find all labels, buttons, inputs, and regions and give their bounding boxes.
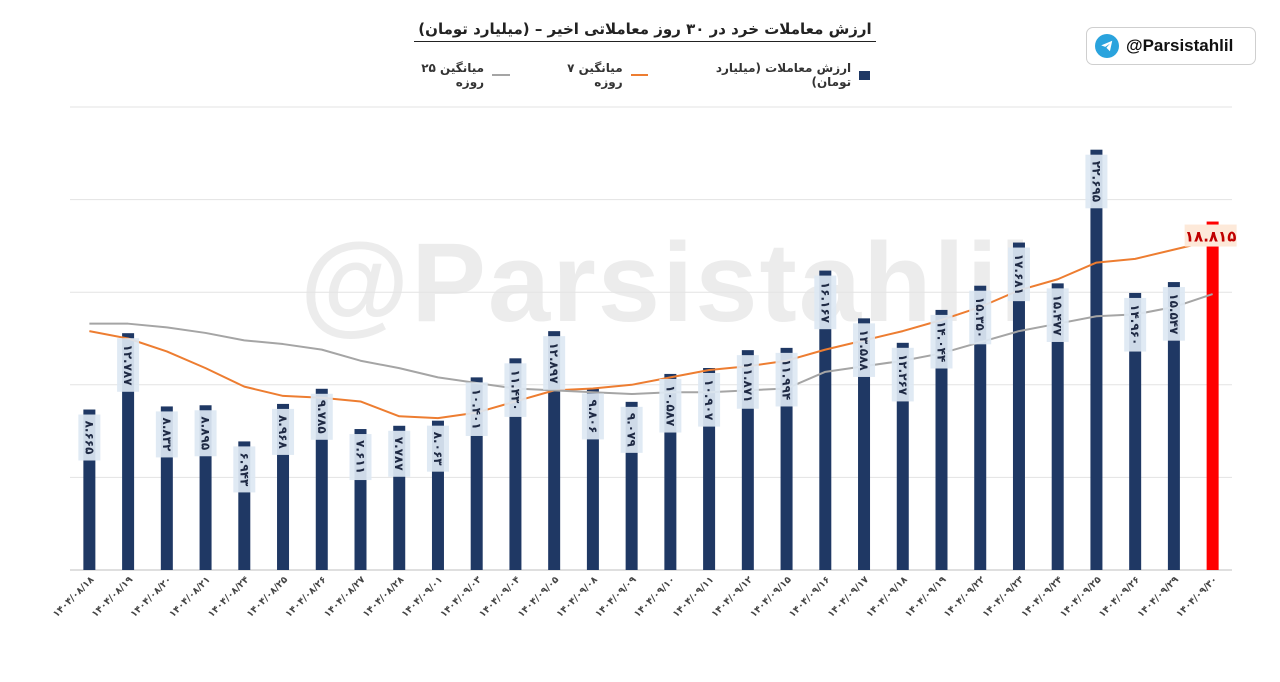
bar [1129,292,1142,570]
data-label: ۱۸.۸۱۵ [1185,228,1236,246]
data-label: ۱۶.۱۶۷ [818,282,832,324]
legend-swatch-ma25 [492,74,510,76]
bar [1090,149,1103,570]
data-label: ۷.۷۸۷ [392,437,406,472]
data-label: ۱۴.۰۴۴ [935,321,949,362]
data-label-box [465,382,488,436]
data-label-box [891,347,914,402]
data-label: ۱۵.۳۵۰ [973,297,987,338]
data-label: ۱۵.۵۴۷ [1167,293,1181,335]
data-label: ۱۱.۸۷۱ [741,361,755,402]
data-label: ۱۱.۴۳۰ [508,370,522,411]
data-label-box [620,406,643,453]
channel-badge[interactable]: @Parsistahlil [1086,27,1256,65]
legend-swatch-ma7 [630,74,649,76]
bar [1012,242,1025,570]
x-tick-label: ۱۴۰۴/۰۹/۳۰ [1174,574,1219,619]
data-label: ۱۱.۹۹۴ [780,359,794,400]
data-label: ۱۷.۶۸۱ [1012,254,1026,295]
data-label-box [543,336,566,390]
data-label: ۱۴.۹۶۰ [1128,304,1142,345]
data-label: ۹.۷۸۵ [315,400,329,434]
data-label: ۸.۸۹۵ [199,416,213,450]
bar [1051,283,1064,570]
data-label-box [930,314,953,369]
data-label: ۹.۸۰۶ [586,399,600,433]
data-label: ۸.۶۶۵ [82,421,96,455]
data-label-box [1184,224,1237,247]
data-label-box [504,363,527,417]
data-label: ۱۳.۵۸۸ [857,330,871,372]
bar [1167,282,1180,570]
data-label-box [1124,297,1147,352]
legend-entry-ma25: میانگین ۲۵ روزه [390,61,510,89]
data-label: ۷.۶۱۱ [354,440,368,474]
bar [858,318,871,570]
chart-title: ارزش معاملات خرد در ۳۰ روز معاملاتی اخیر… [0,20,1280,42]
data-label-box [155,411,178,458]
data-label-box [78,414,101,461]
data-label-box [814,275,837,330]
data-label-box [272,408,295,455]
data-label-box [233,446,256,493]
data-label: ۱۲.۲۶۷ [896,354,910,396]
data-label: ۸.۹۶۸ [276,415,290,450]
data-label-box [775,352,798,407]
data-label: ۲۲.۶۹۵ [1089,161,1103,202]
data-label: ۹.۰۷۹ [625,413,639,448]
data-label-box [736,355,759,409]
legend-label-trade-value: ارزش معاملات (میلیارد تومان) [715,61,852,89]
data-label-box [1007,247,1030,302]
legend-entry-trade-value: ارزش معاملات (میلیارد تومان) [674,61,870,89]
data-label-box [581,393,604,440]
data-label-box [853,323,876,377]
data-label-box [310,393,333,440]
data-label: ۶.۹۴۳ [237,452,251,487]
legend-entry-ma7: میانگین ۷ روزه [536,61,649,89]
bar [935,309,948,570]
data-label: ۱۰.۹۰۷ [702,379,716,421]
bar [819,270,832,570]
bar [974,285,987,570]
legend-label-ma25: میانگین ۲۵ روزه [421,61,485,89]
legend-label-ma7: میانگین ۷ روزه [567,61,623,89]
data-label-box [194,410,217,457]
telegram-icon [1095,34,1119,58]
series-line-ma7 [89,239,1213,420]
data-label: ۱۵.۴۷۷ [1051,295,1065,337]
channel-handle: @Parsistahlil [1126,36,1234,55]
data-label-box [349,434,372,481]
bar [122,333,135,570]
data-label-box [1162,287,1185,341]
data-label: ۱۰.۴۰۱ [470,389,484,430]
data-label-box [969,290,992,345]
data-label: ۱۰.۵۸۷ [663,385,677,427]
data-label: ۸.۸۳۲ [160,418,174,453]
legend: ارزش معاملات (میلیارد تومان) میانگین ۷ ر… [390,61,870,89]
legend-swatch-trade-value [859,70,870,80]
data-label-box [426,425,449,472]
data-label: ۱۲.۷۸۷ [121,344,135,386]
bar [1206,221,1219,570]
data-label-box [659,378,682,433]
series-line-ma25 [89,293,1213,396]
data-label-box [388,430,411,477]
data-label: ۸.۰۶۳ [431,432,445,467]
data-label-box [1085,154,1108,209]
data-label-box [117,338,140,392]
data-label: ۱۲.۸۹۷ [547,342,561,384]
data-label-box [698,373,721,427]
data-label-box [1046,288,1069,342]
